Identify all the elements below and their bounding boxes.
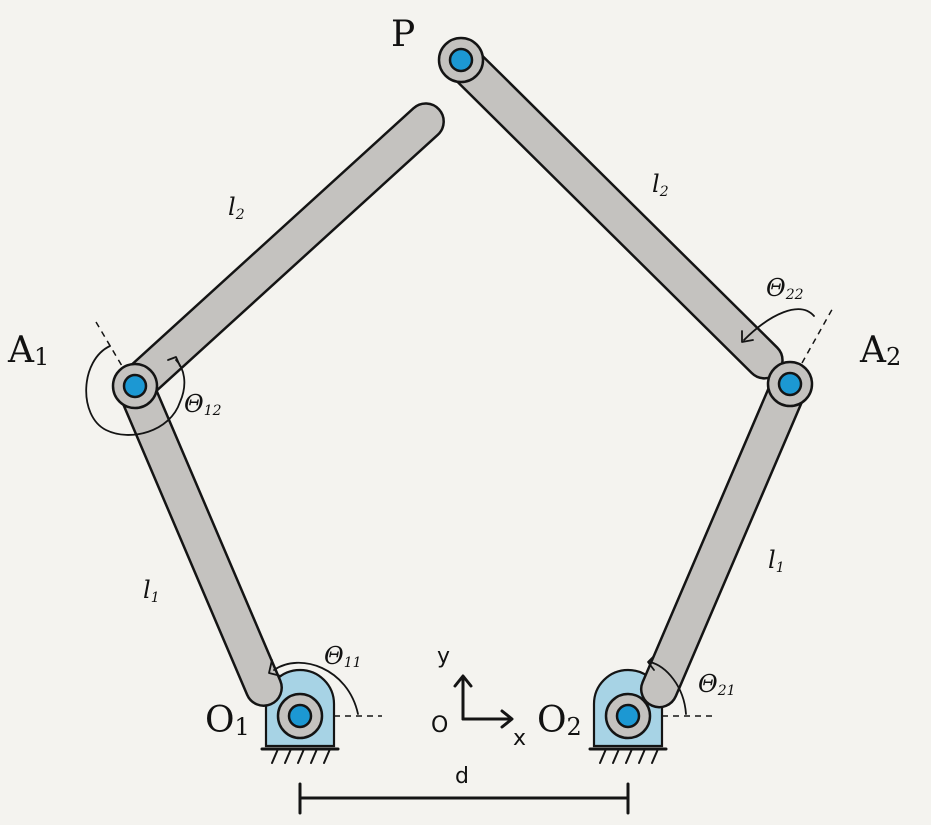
label-theta21: Θ21 bbox=[698, 670, 736, 699]
dimension-d bbox=[298, 782, 630, 815]
angle-arc-theta22 bbox=[741, 308, 815, 343]
label-x-axis: x bbox=[513, 726, 526, 751]
label-o1: O1 bbox=[205, 700, 250, 741]
joint-o1 bbox=[276, 692, 324, 740]
label-y-axis: y bbox=[437, 644, 450, 669]
reference-line-a1 bbox=[95, 321, 123, 367]
label-theta22: Θ22 bbox=[766, 274, 804, 303]
label-a2: A2 bbox=[859, 330, 901, 371]
link-l1-right bbox=[639, 364, 810, 709]
label-theta12: Θ12 bbox=[184, 390, 222, 419]
angle-arc-theta21 bbox=[647, 655, 687, 715]
angle-arc-theta11 bbox=[268, 659, 359, 715]
joint-a2 bbox=[766, 360, 814, 408]
link-l2-left bbox=[115, 102, 445, 406]
label-l1-right: l1 bbox=[768, 546, 785, 576]
coordinate-frame bbox=[453, 674, 514, 729]
label-origin: O bbox=[431, 713, 448, 738]
link-l2-right bbox=[441, 40, 784, 380]
label-l2-left: l2 bbox=[228, 193, 245, 223]
label-theta11: Θ11 bbox=[324, 642, 362, 671]
label-l2-right: l2 bbox=[652, 170, 669, 200]
joint-a1 bbox=[111, 362, 159, 410]
label-distance-d: d bbox=[455, 764, 469, 789]
joint-o2 bbox=[604, 692, 652, 740]
label-a1: A1 bbox=[7, 330, 49, 371]
label-p: P bbox=[391, 14, 415, 55]
joint-p bbox=[437, 36, 485, 84]
label-l1-left: l1 bbox=[143, 576, 160, 606]
angle-arc-theta12 bbox=[85, 345, 186, 436]
reference-line-a2 bbox=[801, 305, 835, 364]
label-o2: O2 bbox=[537, 700, 582, 741]
